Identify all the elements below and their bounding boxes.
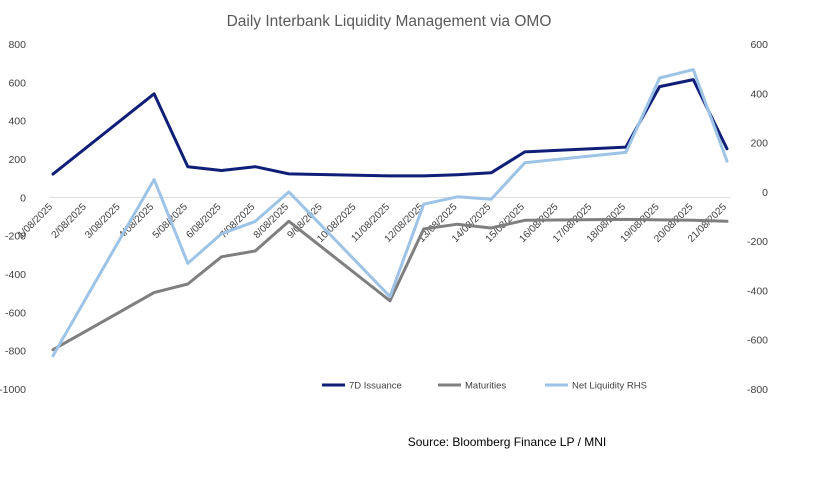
right-tick-label: 400	[750, 88, 768, 100]
right-tick-label: -200	[747, 236, 768, 248]
right-tick-label: -600	[747, 335, 768, 347]
series-line-7d-issuance	[51, 78, 729, 178]
left-tick-label: -400	[5, 269, 26, 281]
right-tick-label: -800	[747, 384, 768, 396]
x-tick-label: 3/08/2025	[83, 201, 123, 241]
series-layer	[51, 68, 729, 358]
x-axis: 1/08/20252/08/20253/08/20254/08/20255/08…	[16, 196, 730, 245]
x-tick-label: 1/08/2025	[16, 201, 56, 241]
legend-label: Net Liquidity RHS	[572, 381, 647, 392]
left-tick-label: 0	[20, 192, 26, 204]
series-line-net-liquidity-rhs	[51, 68, 729, 358]
series-line-maturities	[51, 217, 729, 352]
left-tick-label: -200	[5, 231, 26, 243]
left-tick-label: -1000	[0, 384, 26, 396]
legend: 7D Issuance Maturities Net Liquidity RHS	[322, 381, 647, 392]
left-axis: 800 600 400 200 0 -200 -400 -600 -800 -1000	[0, 39, 26, 396]
legend-label: Maturities	[465, 381, 506, 392]
left-tick-label: 200	[8, 154, 26, 166]
right-axis: 600 400 200 0 -200 -400 -600 -800	[747, 39, 768, 396]
left-tick-label: -600	[5, 307, 26, 319]
left-tick-label: 600	[8, 77, 26, 89]
source-note: Source: Bloomberg Finance LP / MNI	[408, 435, 607, 449]
x-tick-label: 2/08/2025	[50, 201, 90, 241]
right-tick-label: -400	[747, 285, 768, 297]
right-tick-label: 600	[750, 39, 768, 51]
right-tick-label: 200	[750, 138, 768, 150]
left-tick-label: -800	[5, 346, 26, 358]
chart-title: Daily Interbank Liquidity Management via…	[227, 13, 552, 30]
right-tick-label: 0	[762, 187, 768, 199]
legend-label: 7D Issuance	[349, 381, 402, 392]
left-tick-label: 800	[8, 39, 26, 51]
left-tick-label: 400	[8, 116, 26, 128]
